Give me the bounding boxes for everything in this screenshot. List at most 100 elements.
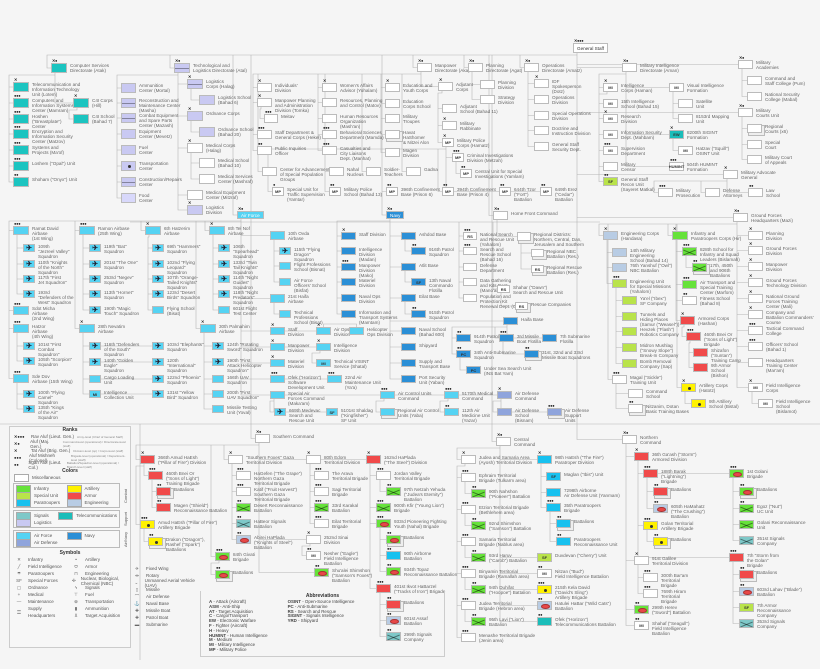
unit-symbol-box (199, 95, 215, 105)
unit-label: Adjutant School (Bahad 11) (460, 104, 498, 114)
unit-symbol-box (739, 520, 754, 529)
org-node-fitness: ●● Fitness School (Bahad 8) (682, 292, 730, 306)
unit-label: Hoshen ("Breastplate") Center (32, 114, 62, 129)
unit-symbol-box: ●●● (376, 515, 391, 528)
rank-insignia-icon: ●● (258, 141, 263, 146)
symbol-label: Submarine (146, 622, 168, 627)
unit-symbol-box (612, 248, 627, 257)
unit-label: Manpower Division (766, 262, 788, 272)
patrol-boat-icon: ✚ (135, 614, 139, 620)
unit-symbol-box (270, 231, 285, 240)
org-node-s69: 69th "Hammers" Squadron (152, 244, 200, 254)
unit-label: Planning Directorate (Agat) (486, 63, 523, 73)
org-node-b7: ●●● 7th "Storm from the Golan" Brigade (729, 549, 779, 568)
unit-symbol-box (401, 375, 416, 383)
rank-insignia-icon: ●●● (687, 327, 694, 332)
unit-symbol-box: ✕ (200, 320, 216, 333)
unit-symbol-box (693, 348, 708, 357)
combat-side-label: Combat (123, 488, 128, 503)
org-node-p914: ●● 914th Patrol Squadron (456, 330, 499, 344)
unit-label: Resources, Planning and Control (Matov) (340, 98, 383, 108)
rank-insignia-icon: ●●● (342, 258, 349, 263)
unit-label: Battalions (233, 570, 254, 575)
org-node-afos: Air Force Officers' School (Bisfat) (279, 278, 326, 293)
unit-label: "Southern Foxes" Gaza Territorial Divisi… (246, 455, 294, 465)
unit-label: 17th, 450th and 906th Battalions (710, 263, 733, 278)
rank-insignia-icon: ●● (654, 532, 659, 537)
unit-label: Strategy Division (498, 95, 516, 105)
unit-label: 118th "Night Predators" Squadron (233, 290, 258, 305)
unit-symbol-box: ●● (653, 483, 668, 496)
abbreviation-entry: YRD - Shipyard (287, 618, 319, 624)
org-node-hereev: ●● 299th Herev ("Sword") Battalion (634, 601, 691, 615)
unit-label: Midron Mushlag ("Snowy Slope") Break-In … (640, 343, 679, 358)
unit-label: Bomb Removal Company (Sap) (640, 359, 673, 369)
org-node-manpa: ✕ Manpower Planning and Administration Di… (257, 94, 316, 113)
rank-insignia-icon: ✕● (623, 430, 629, 435)
abbreviation-entry: OSINT - Open-Source Intelligence (287, 599, 355, 604)
unit-label: The Arava Territorial Brigade (332, 471, 368, 481)
unit-symbol-box: MP ● (272, 183, 284, 196)
org-node-cargo: Cargo Loading Unit (89, 375, 134, 385)
org-node-hatulei: ●● Hatulei HaBar ("Wild Cats") Battalion (537, 597, 611, 611)
rank-insignia-icon: ●●● (730, 464, 737, 469)
unit-symbol-box (480, 95, 495, 104)
rank-insignia-icon: ✕ (462, 450, 466, 455)
unit-label: 35th Paratroopers Brigade (564, 503, 601, 513)
abbreviation-entry: RS - Search and Rescue (287, 608, 337, 614)
unit-symbol-box (385, 114, 400, 123)
signals-icon: ϟ (74, 585, 78, 590)
unit-symbol-box: ●● (634, 601, 649, 614)
org-node-sayeret: SF ●● General Staff Recon Unit (Sayeret Ma… (603, 173, 655, 192)
unit-label: Tactical Command College (766, 326, 804, 336)
org-node-pland: ✕● Planning Directorate (Agat) (468, 59, 523, 73)
org-node-duvdevan: SF Duvdevan ("Cherry") Unit (537, 553, 607, 562)
color-chip (66, 531, 82, 540)
rank-insignia-icon: ●● (387, 562, 392, 567)
rank-insignia-icon: ●● (538, 596, 543, 601)
medical-icon: + (17, 592, 21, 597)
unit-label: 394th Confinement Base (Prison 4) (457, 187, 496, 197)
unit-symbol-box: ✕● Air Force (237, 207, 264, 219)
unit-symbol-box: SF (537, 553, 552, 562)
abbreviation-entry: EW - Electronic Warfare (209, 618, 256, 624)
org-node-para35: ●●● 35th Paratroopers Brigade (546, 499, 601, 513)
org-node-mpc: MP ✕ Military Police Corps (Hamatz) (442, 134, 489, 148)
unit-symbol-box: ✕ (187, 201, 203, 215)
unit-symbol-box (152, 358, 164, 366)
unit-label: Naval School (Bahad 600) (419, 327, 447, 337)
org-node-cbcc: ✕ Company and Battalion Commanders' Cours… (748, 306, 814, 325)
unit-symbol-box (89, 306, 101, 314)
unit-symbol-box: ✕● (496, 433, 511, 446)
rank-insignia-icon: ●●● (80, 221, 87, 226)
unit-label: 3rd Missile Boat Flotilla (517, 334, 542, 344)
unit-symbol-box: ●●● (264, 110, 278, 123)
org-node-navs: Naval School (Bahad 600) (401, 327, 446, 337)
unit-symbol-box (463, 263, 477, 271)
unit-label: Port Security Unit (Yaban) (419, 375, 446, 385)
legend-ranks-title: Ranks (62, 427, 78, 433)
unit-symbol-box (546, 488, 561, 497)
org-node-s106: 106th "Spearhead" Squadron (218, 244, 259, 259)
unit-label: 80th Edom Territorial Division (324, 455, 361, 465)
unit-symbol-box (341, 247, 356, 255)
legend-symbol-engineering: ⊓ Engineering (70, 570, 127, 577)
org-node-troupes: Military Troupes (385, 114, 420, 124)
org-node-afman: ✕ Manpower Division (270, 339, 309, 353)
unit-symbol-box: ●● (471, 517, 486, 530)
unit-label: 28th Nevatim Airbase (98, 324, 126, 334)
rank-insignia-icon: ●● (237, 530, 242, 535)
rank-insignia-icon: ●●● (14, 140, 21, 145)
unit-label: Military Court of Appeals (765, 155, 793, 165)
unit-label: Ordnance School (Bahad 20) (218, 127, 254, 137)
unit-label: Atlit Base (419, 263, 439, 268)
unit-symbol-box (89, 358, 101, 366)
rank-insignia-icon: ●● (557, 514, 562, 519)
rank-insignia-icon: ✕ (604, 109, 608, 114)
unit-label: Battalions (757, 570, 778, 575)
org-node-airops: ✕ Air Ops Division (316, 323, 350, 337)
org-node-havat: Havat HaShomer & Nitzei Alon (385, 130, 429, 145)
unit-label: National Security College (Mabal) (765, 92, 800, 102)
rank-insignia-icon: ●● (445, 403, 450, 408)
unit-label: Manpower Directorate (Aka) (435, 63, 470, 73)
